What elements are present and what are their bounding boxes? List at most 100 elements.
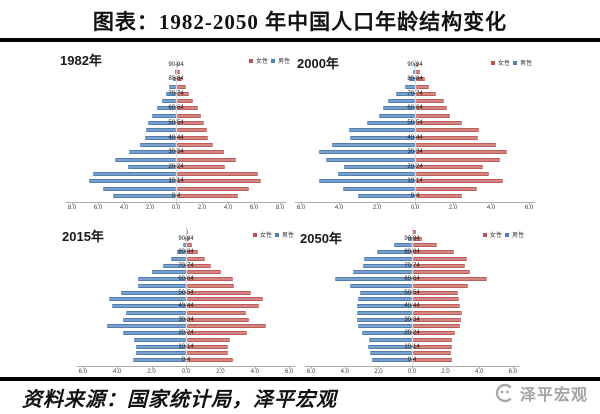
legend-swatch	[504, 232, 509, 237]
female-bar	[177, 186, 249, 191]
x-axis-tick	[377, 202, 378, 205]
pyramid-plot: 0-4 10-14 20-24 30-34 40-44 50-54 60-64 70-74 80…	[8, 222, 296, 378]
male-bar	[132, 358, 186, 362]
pyramid-panel-2015: 2015年 女性 男性 0-4 10-14 20-24 30-34 40-44 50-54 60-…	[8, 222, 296, 378]
female-bar	[416, 164, 484, 169]
male-bar	[356, 304, 412, 308]
x-axis-tick-label: 8.0	[67, 205, 77, 211]
panel-year-label: 2050年	[300, 231, 342, 246]
x-axis-tick-label: 4.0	[340, 369, 349, 375]
x-axis-line	[76, 366, 296, 367]
female-bar	[416, 194, 462, 198]
male-bar	[343, 164, 415, 169]
male-bar	[407, 236, 412, 241]
male-bar	[93, 172, 176, 177]
female-bar	[177, 84, 187, 89]
pyramid-plot: 0-4 10-14 20-24 30-34 40-44 50-54 60-64 70-74 80…	[8, 46, 294, 220]
age-group-label: 0-4	[171, 193, 181, 199]
age-group-label: 80-84	[404, 249, 420, 255]
male-bar	[361, 331, 412, 335]
male-bar	[382, 106, 415, 111]
male-bar	[137, 277, 186, 281]
x-axis-tick-label: 2.0	[145, 205, 155, 211]
legend-label: 男性	[281, 233, 294, 239]
male-bar	[177, 250, 186, 254]
female-bar	[187, 283, 235, 288]
legend-swatch	[270, 58, 275, 63]
age-group-label: 70-74	[178, 262, 194, 269]
female-bar	[413, 358, 452, 362]
female-bar	[416, 121, 462, 125]
female-bar	[187, 297, 263, 302]
x-axis-tick-label: 0.0	[410, 205, 420, 211]
age-group-label: 30-34	[407, 149, 423, 156]
age-group-label: 50-54	[178, 289, 194, 296]
age-group-label: 90-94	[168, 61, 184, 68]
female-bar	[416, 106, 448, 111]
age-group-label: 30-34	[178, 316, 194, 323]
male-bar	[112, 304, 186, 308]
male-bar	[145, 135, 176, 140]
female-bar	[177, 157, 237, 162]
panel-year-label: 2000年	[297, 56, 339, 71]
age-group-label: 80-84	[407, 76, 423, 83]
male-bar	[172, 77, 176, 82]
male-bar	[127, 164, 176, 169]
legend-swatch	[274, 232, 279, 237]
x-axis-tick-label: 2.0	[197, 205, 207, 211]
male-bar	[185, 236, 186, 241]
legend-swatch	[490, 60, 495, 65]
x-axis-tick	[150, 202, 151, 205]
x-axis-tick-label: 4.0	[119, 205, 129, 211]
age-group-label: 40-44	[404, 303, 420, 309]
age-group-label: 0-4	[181, 357, 191, 363]
x-axis-tick	[220, 366, 222, 369]
age-group-label: 10-14	[178, 343, 194, 350]
female-bar	[187, 337, 230, 342]
x-axis-tick	[228, 202, 229, 205]
male-bar	[136, 344, 186, 349]
x-axis-tick-label: 2.0	[372, 205, 382, 211]
legend-label: 男性	[511, 233, 524, 239]
age-group-label: 0-4	[407, 357, 417, 363]
legend-label: 男性	[277, 59, 290, 65]
female-bar	[187, 243, 192, 248]
pyramid-panel-1982: 1982年 女性 男性 0-4 10-14 20-24 30-34 40-44 50-54 60-…	[8, 46, 294, 220]
male-bar	[371, 358, 412, 362]
male-bar	[151, 270, 186, 275]
female-bar	[177, 135, 208, 140]
female-bar	[413, 310, 462, 315]
age-group-label: 60-64	[407, 105, 423, 112]
male-bar	[136, 351, 186, 356]
male-bar	[349, 283, 412, 288]
female-bar	[413, 344, 452, 349]
male-bar	[370, 351, 412, 356]
male-bar	[363, 263, 412, 268]
male-bar	[106, 324, 186, 329]
x-axis-tick-label: 2.0	[216, 369, 225, 375]
footer-divider	[0, 377, 600, 381]
female-bar	[187, 344, 229, 349]
male-bar	[366, 121, 415, 125]
x-axis-tick	[512, 366, 514, 369]
male-bar	[319, 150, 415, 155]
male-bar	[388, 99, 415, 104]
x-axis-tick	[311, 366, 313, 369]
x-axis-tick	[254, 202, 255, 205]
female-bar	[177, 113, 202, 118]
male-bar	[139, 142, 176, 147]
legend-label: 女性	[259, 233, 272, 239]
x-axis-tick-label: 4.0	[486, 205, 496, 211]
age-group-label: 0-4	[410, 193, 420, 199]
center-gridline	[186, 227, 187, 366]
x-axis-tick	[445, 366, 447, 369]
female-bar	[187, 324, 267, 329]
x-axis-tick-label: 6.0	[307, 369, 316, 375]
female-bar	[177, 62, 178, 67]
x-axis-tick	[301, 202, 302, 205]
female-bar	[177, 164, 226, 169]
x-axis-tick	[289, 366, 291, 369]
age-group-label: 60-64	[178, 276, 194, 282]
source-note: 资料来源：国家统计局，泽平宏观	[22, 389, 337, 411]
female-bar	[413, 283, 469, 288]
